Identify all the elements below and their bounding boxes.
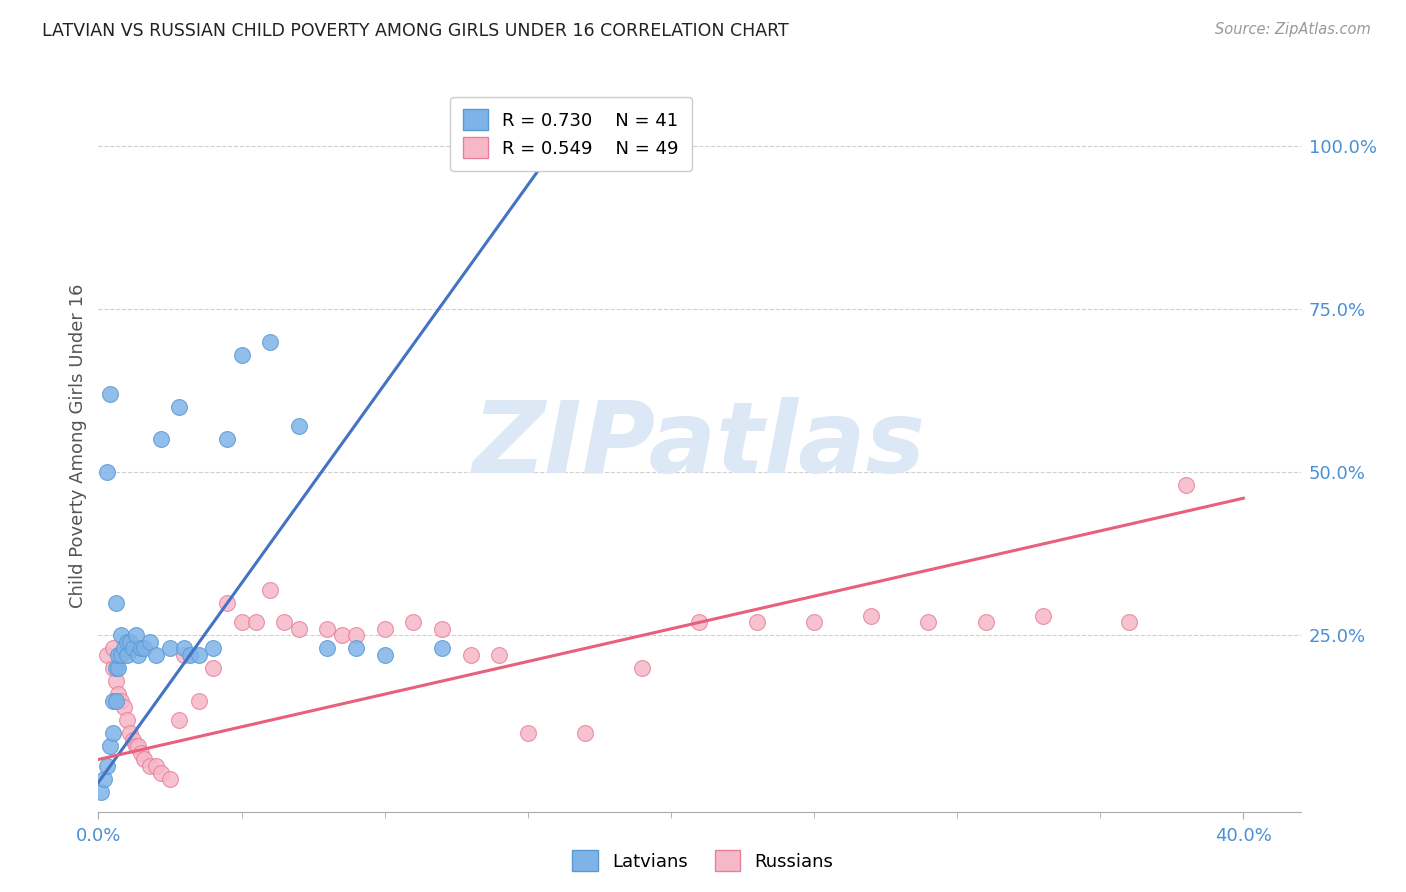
Point [110,694,132,708]
Point [112,700,135,714]
Point [150,765,173,780]
Legend: R = 0.730    N = 41, R = 0.549    N = 49: R = 0.730 N = 41, R = 0.549 N = 49 [450,96,692,171]
Point [118,726,141,740]
Point [124,739,146,754]
Y-axis label: Child Poverty Among Girls Under 16: Child Poverty Among Girls Under 16 [69,284,87,608]
Point [101,641,124,656]
Point [98,739,121,754]
Point [374,622,396,636]
Point [145,759,167,773]
Point [516,726,538,740]
Point [112,641,135,656]
Point [803,615,825,630]
Point [287,419,309,434]
Point [115,648,138,662]
Point [134,641,156,656]
Point [101,661,124,675]
Point [316,641,339,656]
Point [217,596,239,610]
Point [860,608,883,623]
Point [217,433,239,447]
Point [167,714,190,728]
Point [104,694,127,708]
Point [173,648,195,662]
Point [201,641,224,656]
Point [104,596,127,610]
Point [145,648,167,662]
Point [139,635,162,649]
Point [316,622,339,636]
Point [98,386,121,401]
Point [139,759,162,773]
Point [96,648,118,662]
Point [688,615,710,630]
Point [259,334,281,349]
Point [128,739,150,754]
Point [374,648,396,662]
Point [121,641,143,656]
Point [121,732,143,747]
Point [179,648,201,662]
Point [131,746,153,760]
Text: Source: ZipAtlas.com: Source: ZipAtlas.com [1215,22,1371,37]
Point [1032,608,1054,623]
Point [344,641,367,656]
Point [631,661,654,675]
Text: LATVIAN VS RUSSIAN CHILD POVERTY AMONG GIRLS UNDER 16 CORRELATION CHART: LATVIAN VS RUSSIAN CHILD POVERTY AMONG G… [42,22,789,40]
Point [974,615,997,630]
Point [187,694,209,708]
Text: ZIPatlas: ZIPatlas [472,398,927,494]
Point [90,785,112,799]
Point [344,628,367,642]
Point [574,726,596,740]
Point [118,635,141,649]
Point [107,648,129,662]
Point [330,628,353,642]
Point [1175,478,1198,492]
Point [93,772,115,786]
Point [245,615,267,630]
Point [104,661,127,675]
Point [917,615,939,630]
Point [134,752,156,766]
Point [745,615,768,630]
Point [287,622,309,636]
Point [96,759,118,773]
Point [187,648,209,662]
Point [124,628,146,642]
Point [159,772,181,786]
Point [101,726,124,740]
Point [159,641,181,656]
Point [115,635,138,649]
Point [430,622,453,636]
Point [430,641,453,656]
Point [231,348,253,362]
Point [110,648,132,662]
Point [402,615,425,630]
Point [460,648,482,662]
Point [150,433,173,447]
Point [167,400,190,414]
Point [110,648,132,662]
Point [273,615,295,630]
Point [107,661,129,675]
Point [104,674,127,689]
Point [1118,615,1140,630]
Point [488,648,510,662]
Point [107,687,129,701]
Legend: Latvians, Russians: Latvians, Russians [565,843,841,879]
Point [128,648,150,662]
Point [173,641,195,656]
Point [231,615,253,630]
Point [131,641,153,656]
Point [259,582,281,597]
Point [96,465,118,479]
Point [115,714,138,728]
Point [201,661,224,675]
Point [101,694,124,708]
Point [110,628,132,642]
